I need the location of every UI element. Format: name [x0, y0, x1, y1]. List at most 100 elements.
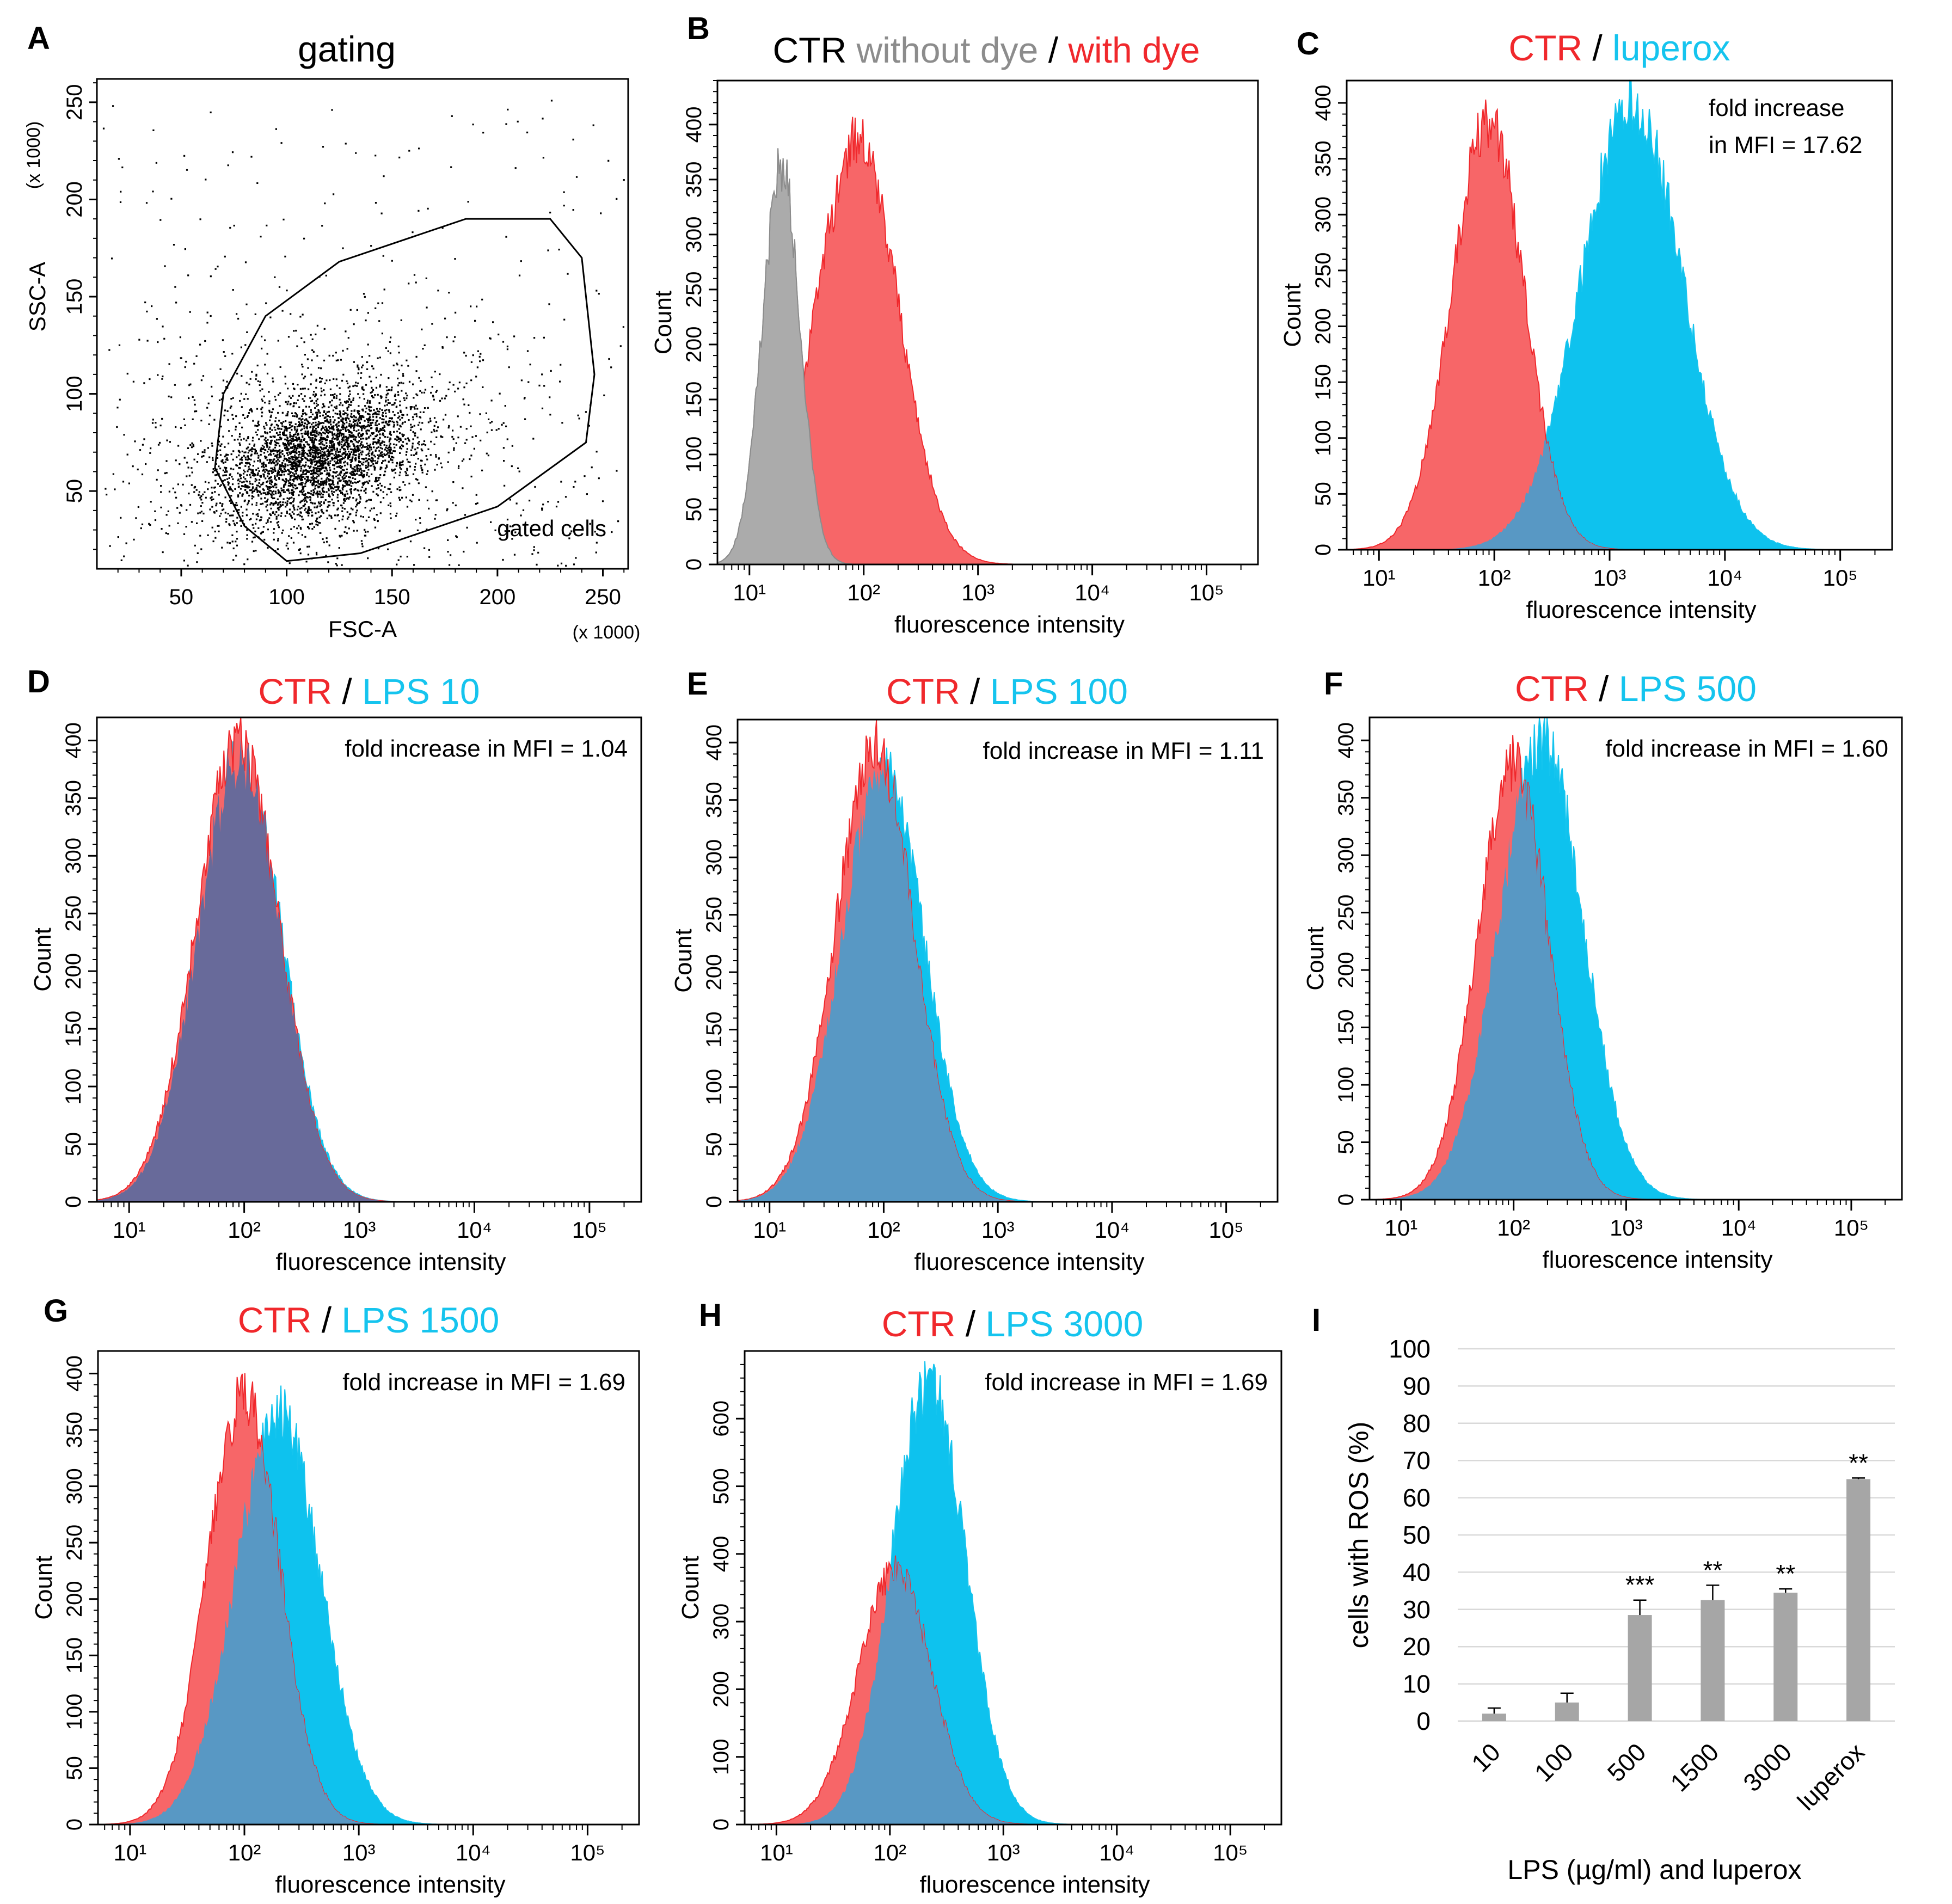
x-axis-label: fluorescence intensity [275, 1249, 506, 1275]
x-tick-label: 10¹ [1362, 565, 1396, 591]
chart-title: CTR without dye / with dye [772, 30, 1200, 70]
title-part: / [1582, 28, 1612, 68]
y-tick-label: 350 [702, 782, 726, 818]
x-tick-label: 10⁵ [1209, 1217, 1244, 1243]
x-axis-label: fluorescence intensity [1542, 1246, 1772, 1273]
x-tick-label: 10³ [981, 1217, 1015, 1243]
hist-ctr [1369, 735, 1902, 1200]
gate-polygon [214, 218, 596, 562]
y-tick-label: 200 [63, 181, 87, 218]
plot-frame [744, 1350, 1282, 1826]
y-tick-label: 150 [682, 382, 706, 418]
y-tick-label: 300 [1311, 196, 1335, 233]
y-tick-label: 0 [62, 1196, 85, 1208]
chart-title: CTR / LPS 100 [886, 671, 1128, 711]
x-tick-label: luperox [1792, 1737, 1870, 1815]
x-tick-label: 10¹ [1385, 1215, 1418, 1240]
y-tick-label: 50 [62, 1132, 85, 1157]
title-part: / [311, 1300, 341, 1340]
y-axis-label: SSC-A [24, 262, 50, 331]
y-tick-label: 40 [1403, 1558, 1431, 1586]
annotation-text: fold increase in MFI = 1.60 [1605, 735, 1888, 762]
title-part: / [1038, 30, 1068, 70]
y-tick-label: 150 [62, 1011, 85, 1047]
panel-letter: B [687, 11, 710, 46]
y-tick-label: 400 [1334, 722, 1358, 759]
y-tick-label: 150 [1311, 364, 1335, 401]
panel-letter: E [687, 666, 708, 702]
y-tick-label: 300 [682, 216, 706, 253]
panel-D: D CTR / LPS 10 0 50 100 150 200 250 300 350 400 10¹… [27, 664, 642, 1275]
y-tick-label: 500 [709, 1468, 733, 1504]
title-part: LPS 3000 [985, 1304, 1143, 1344]
y-tick-label: 50 [702, 1132, 726, 1157]
significance-mark: ** [1849, 1448, 1868, 1477]
y-tick-label: 200 [709, 1671, 733, 1708]
title-part: LPS 1500 [341, 1300, 499, 1340]
annotation-text: fold increase in MFI = 1.69 [985, 1369, 1268, 1396]
y-tick-label: 0 [63, 1819, 87, 1831]
bar [1701, 1600, 1725, 1721]
y-tick-label: 300 [63, 1468, 87, 1504]
x-axis-label: fluorescence intensity [275, 1871, 505, 1898]
panel-E: E CTR / LPS 100 0 50 100 150 200 250 300 350 400 10… [670, 666, 1279, 1275]
y-tick-label: 200 [682, 327, 706, 363]
hist-ctr [744, 1555, 1281, 1825]
x-tick-label: 10³ [1593, 565, 1626, 591]
x-tick-label: 10⁵ [1213, 1840, 1248, 1865]
y-tick-label: 300 [709, 1604, 733, 1640]
x-tick-label: 10 [1466, 1737, 1506, 1777]
y-tick-label: 0 [702, 1196, 726, 1208]
y-tick-label: 300 [62, 838, 85, 874]
hist-without-dye [717, 148, 1258, 565]
panel-letter: C [1297, 26, 1319, 62]
x-tick-label: 10¹ [733, 580, 766, 605]
significance-mark: ** [1703, 1556, 1723, 1584]
x-tick-label: 10³ [1610, 1215, 1643, 1240]
y-tick-label: 0 [682, 558, 706, 570]
bar [1773, 1593, 1798, 1721]
panel-I: I 0 10 20 30 40 50 60 70 80 90 100 10 100 *** 500 ** 1500… [1312, 1303, 1895, 1885]
chart-title: CTR / LPS 10 [258, 671, 480, 711]
annotation-text: in MFI = 17.62 [1709, 132, 1862, 158]
y-tick-label: 400 [682, 106, 706, 143]
x-tick-label: 10⁵ [572, 1217, 607, 1243]
y-tick-label: 100 [63, 1693, 87, 1730]
y-axis-label: Count [670, 929, 697, 992]
x-tick-label: 10⁵ [1834, 1215, 1869, 1240]
title-part: CTR [258, 671, 332, 711]
y-tick-label: 20 [1403, 1632, 1431, 1661]
hist-ctr [97, 1373, 639, 1825]
y-tick-label: 350 [1311, 140, 1335, 177]
panel-H: H CTR / LPS 3000 0 100 200 300 400 500 600 10¹ 10²… [677, 1298, 1282, 1898]
y-tick-label: 100 [1311, 420, 1335, 456]
y-tick-label: 90 [1403, 1372, 1431, 1400]
y-tick-label: 150 [63, 279, 87, 315]
y-tick-label: 100 [62, 1068, 85, 1105]
x-tick-label: 10⁵ [1823, 565, 1858, 591]
y-tick-label: 100 [702, 1069, 726, 1105]
annotation-text: fold increase in MFI = 1.04 [345, 735, 628, 762]
y-tick-label: 400 [709, 1536, 733, 1572]
bar [1846, 1479, 1871, 1721]
title-part: with dye [1067, 30, 1200, 70]
title-part: CTR [882, 1304, 956, 1344]
x-tick-label: 10² [873, 1840, 906, 1865]
significance-mark: ** [1776, 1559, 1795, 1588]
x-tick-label: 10¹ [760, 1840, 793, 1865]
y-tick-label: 350 [63, 1412, 87, 1448]
y-tick-label: 400 [62, 722, 85, 759]
x-tick-label: 10² [847, 580, 880, 605]
x-tick-label: 200 [479, 585, 515, 609]
title-part: / [1589, 668, 1619, 709]
y-tick-label: 50 [63, 1756, 87, 1780]
y-axis-label: Count [29, 928, 56, 991]
title-part: without dye [846, 30, 1038, 70]
y-tick-label: 50 [1403, 1521, 1431, 1549]
y-tick-label: 50 [1334, 1130, 1358, 1154]
y-tick-label: 400 [63, 1355, 87, 1392]
y-tick-label: 50 [1311, 482, 1335, 506]
title-part: / [955, 1304, 985, 1344]
x-axis-label: fluorescence intensity [1526, 597, 1756, 623]
x-tick-label: 50 [169, 585, 194, 609]
